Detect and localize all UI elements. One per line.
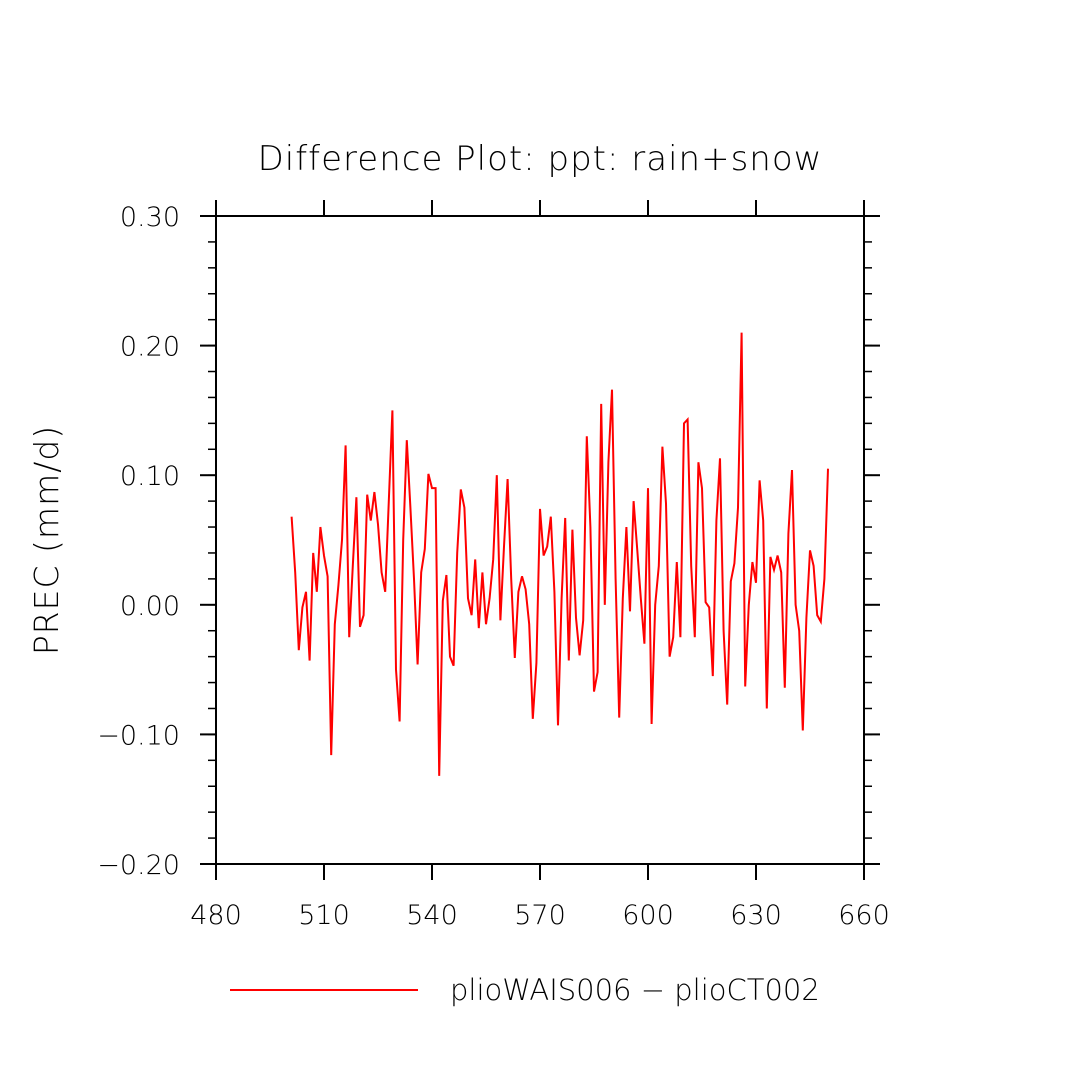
x-tick-label: 630: [730, 900, 782, 931]
y-tick-label: 0.30: [120, 202, 180, 233]
y-tick-label: 0.00: [120, 591, 180, 622]
x-tick-label: 570: [514, 900, 566, 931]
x-tick-label: 510: [298, 900, 350, 931]
y-tick-label: 0.10: [120, 461, 180, 492]
y-tick-label: 0.20: [120, 332, 180, 363]
x-tick-label: 660: [838, 900, 890, 931]
legend-label: plioWAIS006 − plioCT002: [450, 973, 820, 1007]
y-tick-label: −0.20: [97, 850, 180, 881]
x-axis: 480 510 540 570 600 630 660: [190, 200, 890, 931]
x-tick-label: 480: [190, 900, 242, 931]
legend: plioWAIS006 − plioCT002: [230, 973, 820, 1007]
chart-title: Difference Plot: ppt: rain+snow: [258, 139, 823, 179]
y-axis: −0.20 −0.10 0.00 0.10 0.20 0.30: [97, 202, 880, 881]
y-axis-label: PREC (mm/d): [27, 425, 66, 655]
y-tick-label: −0.10: [97, 720, 180, 751]
x-tick-label: 540: [406, 900, 458, 931]
series-line: [290, 332, 829, 776]
series-layer: [290, 332, 829, 776]
x-tick-label: 600: [622, 900, 674, 931]
